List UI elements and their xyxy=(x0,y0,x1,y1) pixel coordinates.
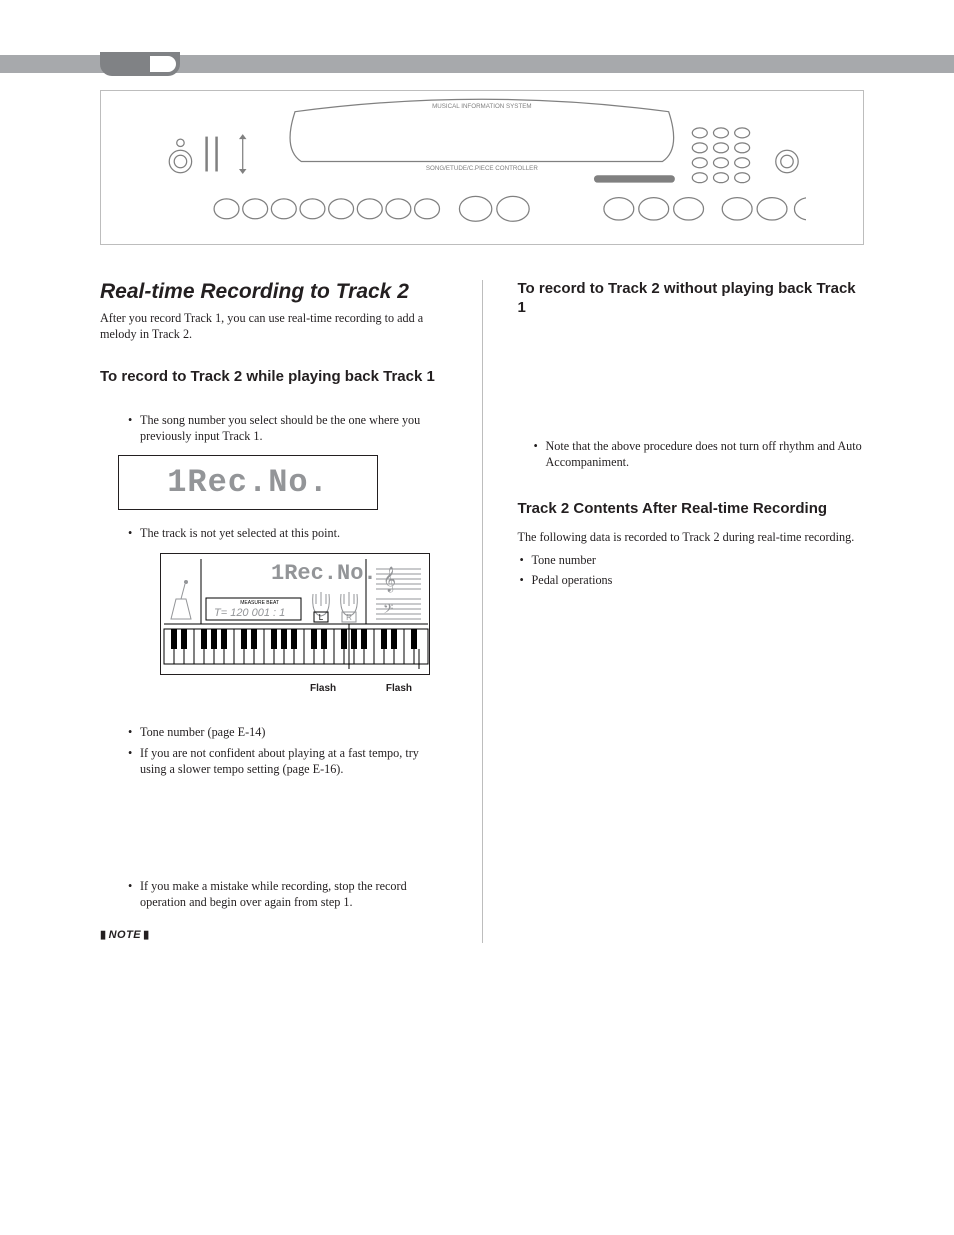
disp-meta: MEASURE BEAT xyxy=(240,600,279,606)
flash-label: Flash xyxy=(386,683,412,694)
disp-lcd-text: 1Rec.No. xyxy=(271,561,377,586)
display-figure: 1Rec.No. MEASURE BEAT T= 120 001 : 1 xyxy=(160,553,430,675)
keyboard-figure: MUSICAL INFORMATION SYSTEM SONG/ETUDE/C.… xyxy=(100,90,864,245)
bullet-group-r1: Note that the above procedure does not t… xyxy=(518,438,865,471)
disp-tempo: T= 120 001 : 1 xyxy=(214,607,285,619)
fig-label-top: MUSICAL INFORMATION SYSTEM xyxy=(432,103,532,110)
svg-text:𝄢: 𝄢 xyxy=(383,603,393,620)
bullet: Note that the above procedure does not t… xyxy=(546,438,865,471)
header-tab xyxy=(100,52,180,76)
svg-text:𝄞: 𝄞 xyxy=(383,566,396,592)
svg-text:R: R xyxy=(346,613,352,622)
bullet: The song number you select should be the… xyxy=(140,412,447,445)
flash-label: Flash xyxy=(310,683,336,694)
flash-labels: Flash Flash xyxy=(160,683,430,694)
bullet: If you make a mistake while recording, s… xyxy=(140,878,447,911)
bullet: Tone number xyxy=(532,552,865,568)
lcd-text: 1Rec.No. xyxy=(167,464,329,501)
bullet: Tone number (page E-14) xyxy=(140,724,447,740)
column-divider xyxy=(482,280,483,943)
intro-text: After you record Track 1, you can use re… xyxy=(100,310,447,343)
note-tag: NOTE xyxy=(100,928,150,941)
fig-label-mid: SONG/ETUDE/C.PIECE CONTROLLER xyxy=(426,165,538,172)
subheading-1: To record to Track 2 while playing back … xyxy=(100,368,447,387)
bullet-group-4: If you make a mistake while recording, s… xyxy=(112,878,447,911)
bullet-group-r2: Tone number Pedal operations xyxy=(518,552,865,589)
tab-notch xyxy=(150,56,176,72)
keyboard-svg: MUSICAL INFORMATION SYSTEM SONG/ETUDE/C.… xyxy=(158,93,806,242)
left-column: Real-time Recording to Track 2 After you… xyxy=(100,280,447,943)
bullet-group-2: The track is not yet selected at this po… xyxy=(112,525,447,541)
bullet: The track is not yet selected at this po… xyxy=(140,525,447,541)
bullet: If you are not confident about playing a… xyxy=(140,745,447,778)
display-svg: 1Rec.No. MEASURE BEAT T= 120 001 : 1 xyxy=(161,554,431,669)
two-column-layout: Real-time Recording to Track 2 After you… xyxy=(100,280,864,943)
paragraph: The following data is recorded to Track … xyxy=(518,529,865,545)
bullet-group-1: The song number you select should be the… xyxy=(112,412,447,445)
section-title: Real-time Recording to Track 2 xyxy=(100,280,447,304)
bullet-group-3: Tone number (page E-14) If you are not c… xyxy=(112,724,447,777)
subheading-r2: Track 2 Contents After Real-time Recordi… xyxy=(518,500,865,519)
svg-text:L: L xyxy=(319,613,324,622)
page-content: MUSICAL INFORMATION SYSTEM SONG/ETUDE/C.… xyxy=(100,80,864,943)
subheading-r1: To record to Track 2 without playing bac… xyxy=(518,280,865,318)
lcd-display-1: 1Rec.No. xyxy=(118,455,378,510)
right-column: To record to Track 2 without playing bac… xyxy=(518,280,865,943)
bullet: Pedal operations xyxy=(532,572,865,588)
